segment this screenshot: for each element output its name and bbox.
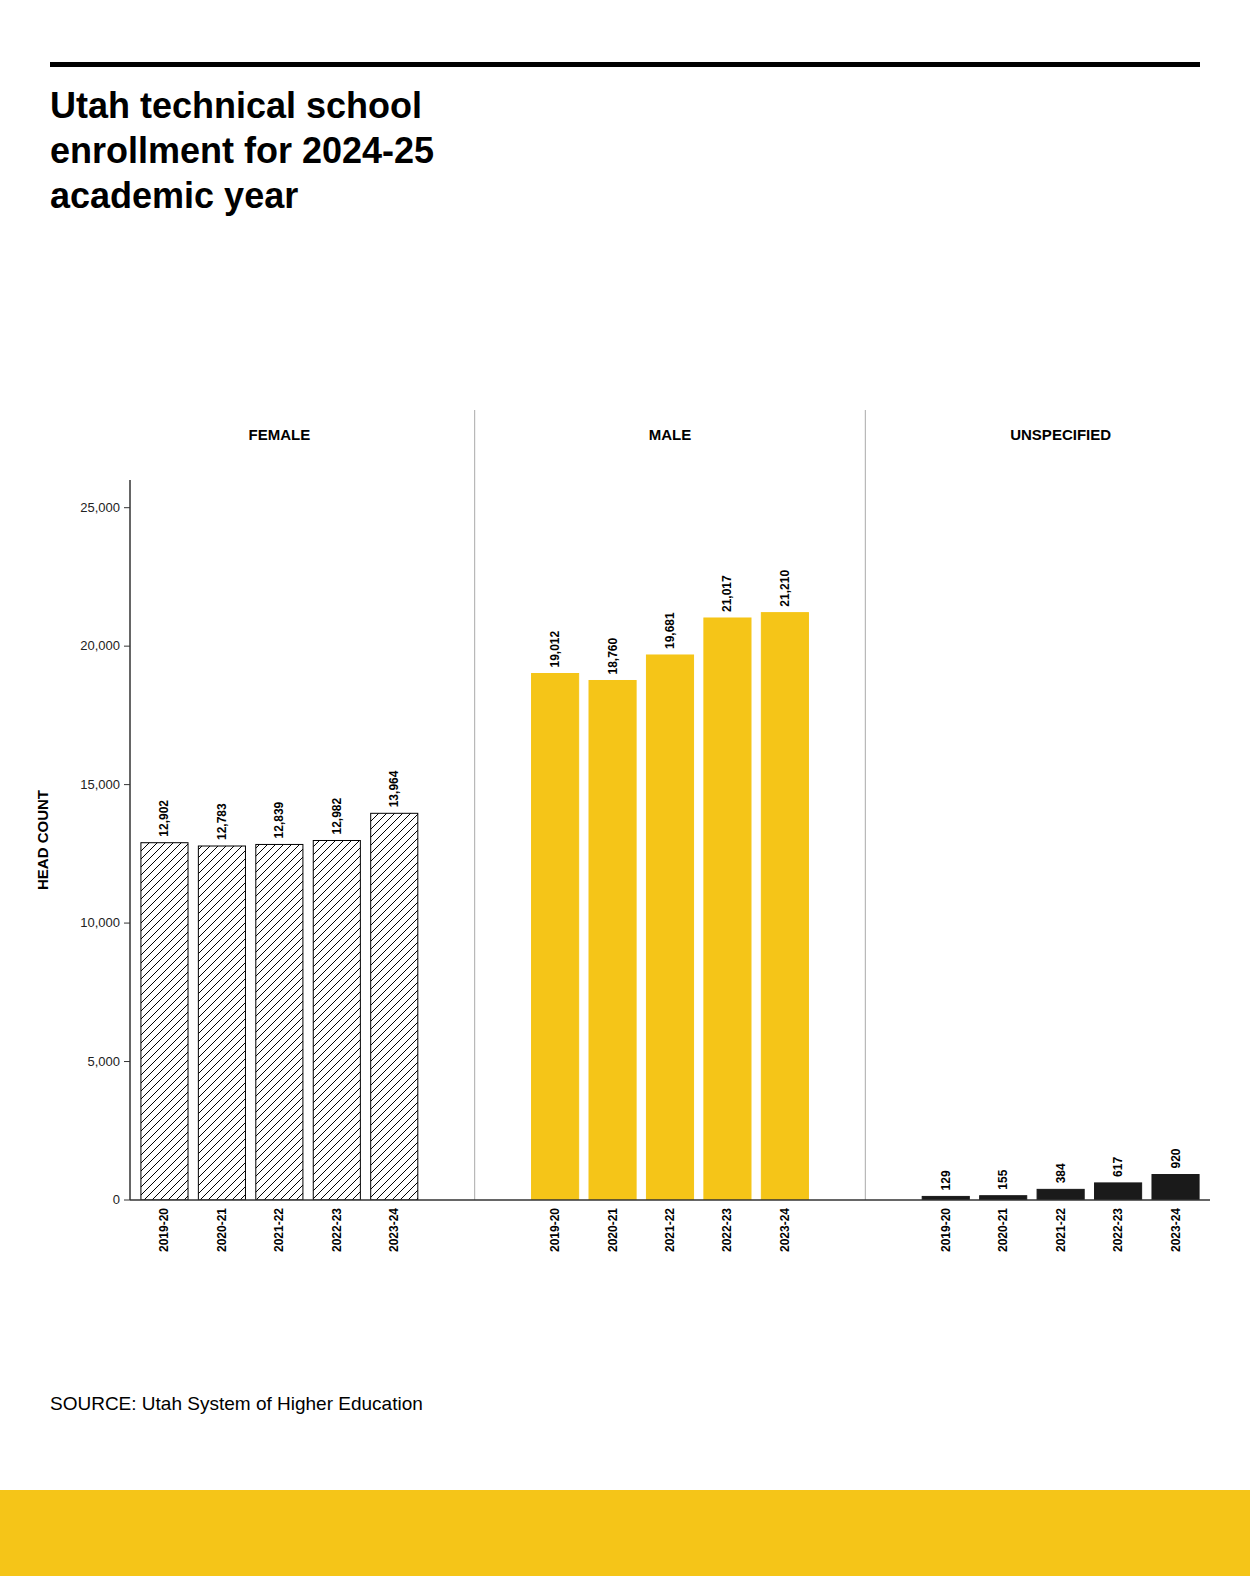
x-tick-label: 2019-20 — [548, 1208, 562, 1252]
title: Utah technical schoolenrollment for 2024… — [50, 85, 434, 216]
group-label: UNSPECIFIED — [1010, 426, 1111, 443]
x-tick-label: 2019-20 — [939, 1208, 953, 1252]
bar — [1095, 1183, 1142, 1200]
bar — [589, 680, 636, 1200]
y-tick — [124, 507, 130, 508]
title-line: Utah technical school — [50, 85, 422, 126]
group-divider — [865, 410, 866, 1200]
source: SOURCE: Utah System of Higher Education — [50, 1393, 423, 1414]
data-label: 920 — [1169, 1148, 1183, 1168]
data-label: 12,902 — [157, 800, 171, 837]
data-label: 12,839 — [272, 801, 286, 838]
x-axis-line — [130, 1199, 1210, 1201]
data-label: 617 — [1111, 1157, 1125, 1177]
y-tick — [124, 784, 130, 785]
chart: Utah technical schoolenrollment for 2024… — [0, 0, 1250, 1576]
x-tick-label: 2022-23 — [720, 1208, 734, 1252]
y-tick-label: 5,000 — [87, 1054, 120, 1069]
x-tick-label: 2023-24 — [1169, 1208, 1183, 1252]
group-label: FEMALE — [249, 426, 311, 443]
y-tick — [124, 646, 130, 647]
data-label: 19,012 — [548, 630, 562, 667]
bar — [704, 618, 751, 1200]
bars — [141, 613, 1199, 1200]
x-tick-label: 2021-22 — [272, 1208, 286, 1252]
data-label: 21,210 — [778, 570, 792, 607]
x-tick-label: 2019-20 — [157, 1208, 171, 1252]
y-tick — [124, 1200, 130, 1201]
bar — [1037, 1189, 1084, 1200]
y-tick — [124, 923, 130, 924]
top-rule — [50, 62, 1200, 67]
data-label: 12,783 — [215, 803, 229, 840]
data-labels: 12,902 12,783 12,839 12,982 13,964 19,012 18,7… — [157, 570, 1182, 1191]
data-label: 19,681 — [663, 612, 677, 649]
bar — [313, 840, 360, 1200]
x-tick-label: 2020-21 — [606, 1208, 620, 1252]
y-axis-line — [129, 480, 131, 1200]
bar — [646, 655, 693, 1200]
title-line: academic year — [50, 175, 298, 216]
bar — [198, 846, 245, 1200]
data-label: 12,982 — [330, 797, 344, 834]
data-label: 384 — [1054, 1163, 1068, 1183]
x-tick-label: 2020-21 — [215, 1208, 229, 1252]
data-label: 21,017 — [720, 575, 734, 612]
x-tick-label: 2022-23 — [330, 1208, 344, 1252]
y-tick-label: 0 — [113, 1192, 120, 1207]
data-label: 129 — [939, 1170, 953, 1190]
y-axis-label: HEAD COUNT — [34, 790, 51, 890]
y-tick-label: 20,000 — [80, 638, 120, 653]
background — [0, 0, 1250, 1576]
group-label: MALE — [649, 426, 692, 443]
y-tick — [124, 1061, 130, 1062]
x-tick-label: 2021-22 — [663, 1208, 677, 1252]
data-label: 18,760 — [606, 637, 620, 674]
bar — [1152, 1175, 1199, 1200]
x-tick-label: 2023-24 — [387, 1208, 401, 1252]
bar — [141, 843, 188, 1200]
x-tick-label: 2020-21 — [996, 1208, 1010, 1252]
bar — [256, 844, 303, 1200]
y-tick-label: 10,000 — [80, 915, 120, 930]
y-tick-label: 25,000 — [80, 500, 120, 515]
footer-bar — [0, 1490, 1250, 1576]
data-label: 13,964 — [387, 770, 401, 807]
group-divider — [474, 410, 475, 1200]
data-label: 155 — [996, 1169, 1010, 1189]
x-tick-label: 2023-24 — [778, 1208, 792, 1252]
bar — [761, 613, 808, 1200]
title-line: enrollment for 2024-25 — [50, 130, 434, 171]
y-tick-label: 15,000 — [80, 777, 120, 792]
x-tick-label: 2021-22 — [1054, 1208, 1068, 1252]
bar — [371, 813, 418, 1200]
x-tick-label: 2022-23 — [1111, 1208, 1125, 1252]
bar — [532, 674, 579, 1200]
